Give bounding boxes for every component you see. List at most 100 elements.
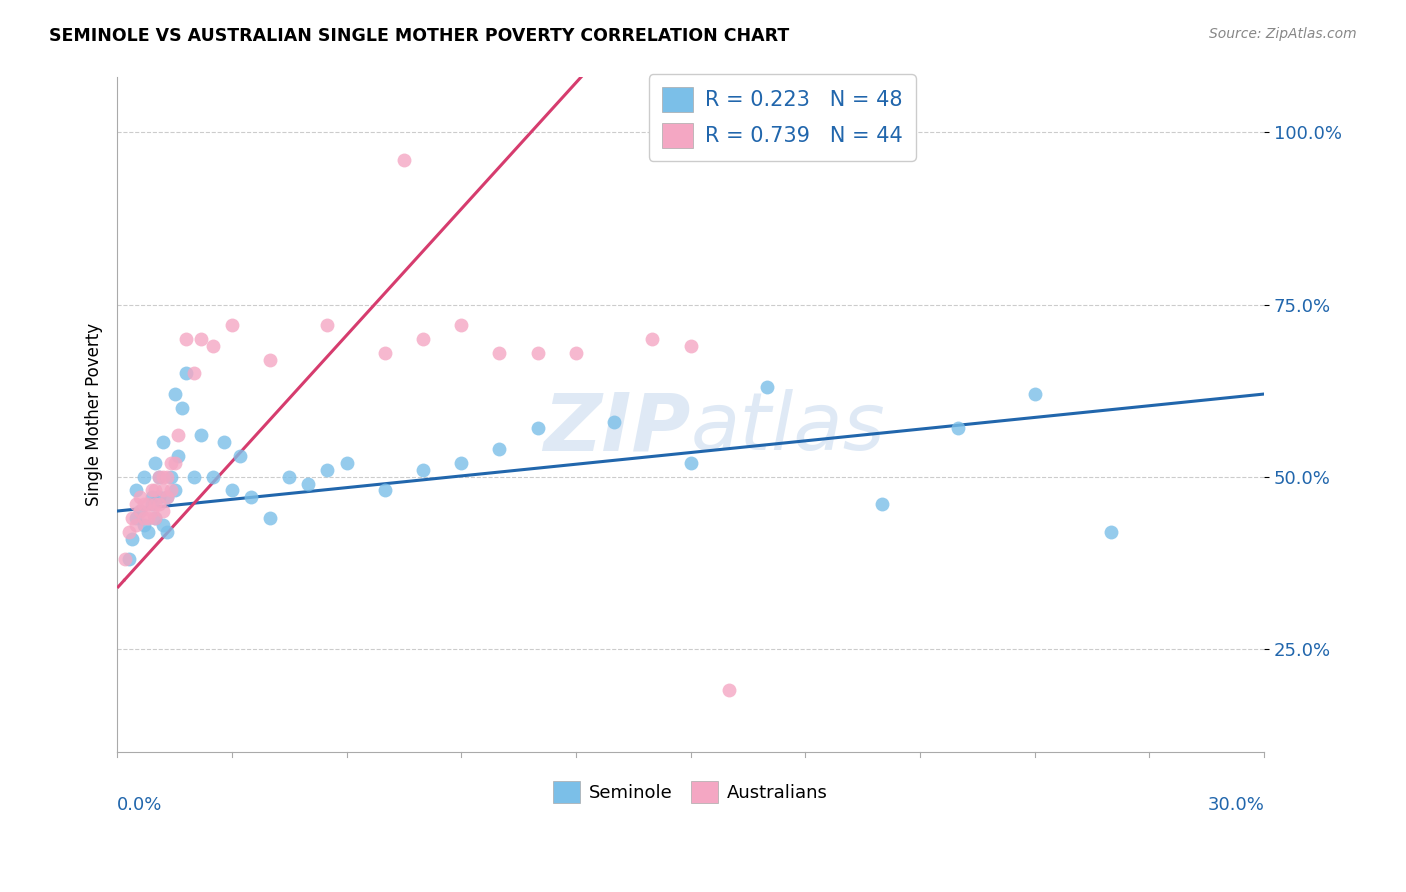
Point (526, 345, 548, 359)
Point (118, 552, 141, 566)
Text: Source: ZipAtlas.com: Source: ZipAtlas.com (1209, 27, 1357, 41)
Point (156, 524, 179, 539)
Point (174, 367, 197, 381)
Point (240, 490, 263, 504)
Point (335, 456, 357, 470)
Point (172, 401, 194, 415)
Point (717, 683, 740, 698)
Point (316, 463, 339, 477)
Point (152, 517, 174, 532)
Point (316, 318, 339, 333)
Point (278, 469, 301, 483)
Point (679, 456, 702, 470)
Point (374, 483, 396, 498)
Point (145, 483, 167, 498)
Point (756, 380, 779, 394)
Point (526, 421, 548, 435)
Point (163, 387, 186, 401)
Point (488, 442, 510, 456)
Point (190, 428, 212, 442)
Point (114, 552, 136, 566)
Point (148, 497, 170, 511)
Point (132, 517, 155, 532)
Point (152, 435, 174, 450)
Point (297, 476, 319, 491)
Point (141, 490, 163, 504)
Point (159, 469, 181, 483)
Point (392, 153, 415, 167)
Point (148, 469, 170, 483)
Point (412, 332, 434, 346)
Point (1099, 524, 1122, 539)
Point (603, 415, 626, 429)
Point (212, 435, 235, 450)
Point (163, 456, 186, 470)
Point (228, 449, 250, 463)
Point (136, 497, 159, 511)
Point (132, 497, 155, 511)
Point (136, 524, 159, 539)
Text: ZIP: ZIP (543, 389, 690, 467)
Point (145, 511, 167, 525)
Point (156, 490, 179, 504)
Point (152, 504, 174, 518)
Point (129, 504, 152, 518)
Point (141, 483, 163, 498)
Legend: Seminole, Australians: Seminole, Australians (546, 774, 835, 810)
Point (129, 490, 152, 504)
Point (141, 504, 163, 518)
Point (163, 483, 186, 498)
Text: atlas: atlas (690, 389, 886, 467)
Point (132, 511, 155, 525)
Point (174, 332, 197, 346)
Point (259, 511, 281, 525)
Point (152, 469, 174, 483)
Point (221, 318, 243, 333)
Point (412, 463, 434, 477)
Point (167, 428, 190, 442)
Point (148, 490, 170, 504)
Point (145, 456, 167, 470)
Text: 30.0%: 30.0% (1208, 796, 1264, 814)
Point (121, 532, 143, 546)
Point (156, 469, 179, 483)
Text: SEMINOLE VS AUSTRALIAN SINGLE MOTHER POVERTY CORRELATION CHART: SEMINOLE VS AUSTRALIAN SINGLE MOTHER POV… (49, 27, 789, 45)
Point (159, 483, 181, 498)
Point (145, 511, 167, 525)
Point (374, 345, 396, 359)
Point (201, 339, 224, 353)
Point (201, 469, 224, 483)
Point (948, 421, 970, 435)
Point (118, 524, 141, 539)
Point (125, 511, 148, 525)
Point (159, 456, 181, 470)
Point (156, 490, 179, 504)
Point (190, 332, 212, 346)
Point (152, 483, 174, 498)
Point (145, 497, 167, 511)
Point (450, 456, 472, 470)
Point (259, 352, 281, 367)
Point (221, 483, 243, 498)
Point (148, 469, 170, 483)
Point (125, 483, 148, 498)
Point (141, 497, 163, 511)
Point (129, 504, 152, 518)
Point (488, 345, 510, 359)
Point (183, 367, 205, 381)
Point (641, 332, 664, 346)
Point (450, 318, 472, 333)
Y-axis label: Single Mother Poverty: Single Mother Poverty (86, 323, 103, 507)
Point (125, 517, 148, 532)
Point (136, 511, 159, 525)
Point (565, 345, 588, 359)
Point (679, 339, 702, 353)
Point (183, 469, 205, 483)
Point (167, 449, 190, 463)
Point (125, 497, 148, 511)
Point (132, 469, 155, 483)
Text: 0.0%: 0.0% (117, 796, 163, 814)
Point (121, 511, 143, 525)
Point (870, 497, 893, 511)
Point (1024, 387, 1046, 401)
